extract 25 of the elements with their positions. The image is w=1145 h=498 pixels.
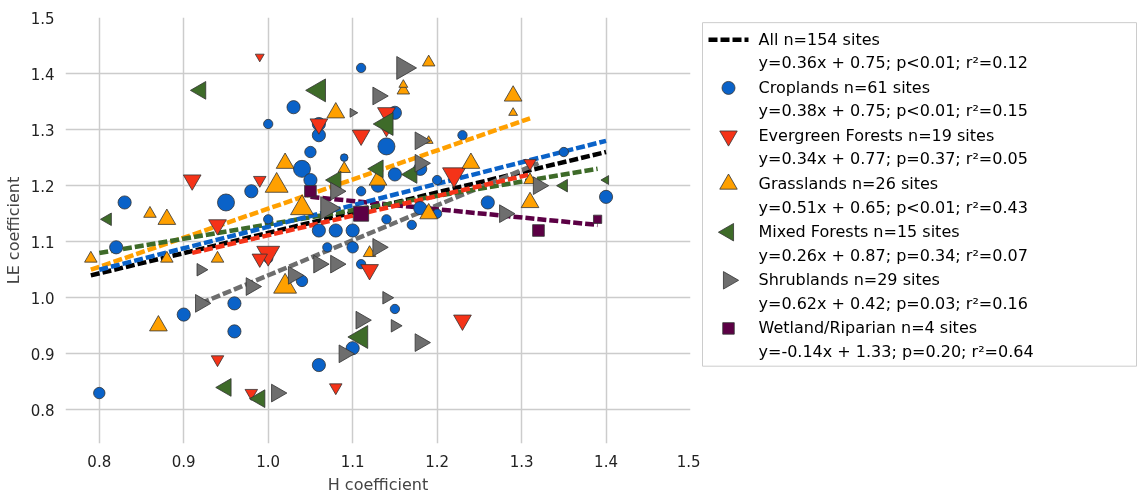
legend-label: Croplands n=61 sites y=0.38x + 0.75; p<0.01; r²=0.15 <box>758 77 1028 121</box>
x-tick-label: 0.9 <box>171 452 196 471</box>
legend-label: Evergreen Forests n=19 sites y=0.34x + 0.77; p=0.37; r²=0.05 <box>758 125 1028 169</box>
x-tick-label: 1.1 <box>340 452 365 471</box>
x-tick-label: 0.8 <box>87 452 112 471</box>
y-tick-label: 1.2 <box>30 177 55 196</box>
x-tick-label: 1.0 <box>256 452 281 471</box>
x-tick-label: 1.5 <box>676 452 701 471</box>
y-tick-label: 1.4 <box>30 65 55 84</box>
legend-label: Mixed Forests n=15 sites y=0.26x + 0.87; p=0.34; r²=0.07 <box>758 221 1028 265</box>
x-tick-label: 1.3 <box>509 452 534 471</box>
legend-label: All n=154 sites y=0.36x + 0.75; p<0.01; r²=0.12 <box>758 29 1028 73</box>
x-tick-label: 1.4 <box>594 452 618 471</box>
y-tick-label: 0.8 <box>30 401 55 420</box>
y-tick-label: 1.3 <box>30 121 55 140</box>
y-axis-title: LE coefficient <box>3 176 23 285</box>
y-tick-label: 0.9 <box>30 345 55 364</box>
x-tick-label: 1.2 <box>425 452 450 471</box>
y-tick-label: 1.1 <box>30 233 55 252</box>
y-tick-label: 1.5 <box>30 9 55 28</box>
legend-label: Wetland/Riparian n=4 sites y=-0.14x + 1.33; p=0.20; r²=0.64 <box>758 318 1034 361</box>
x-axis-title: H coefficient <box>327 474 429 494</box>
legend-label: Grasslands n=26 sites y=0.51x + 0.65; p<0.01; r²=0.43 <box>758 173 1028 217</box>
y-tick-label: 1.0 <box>30 289 55 308</box>
legend-label: Shrublands n=29 sites y=0.62x + 0.42; p=0.03; r²=0.16 <box>758 270 1028 313</box>
